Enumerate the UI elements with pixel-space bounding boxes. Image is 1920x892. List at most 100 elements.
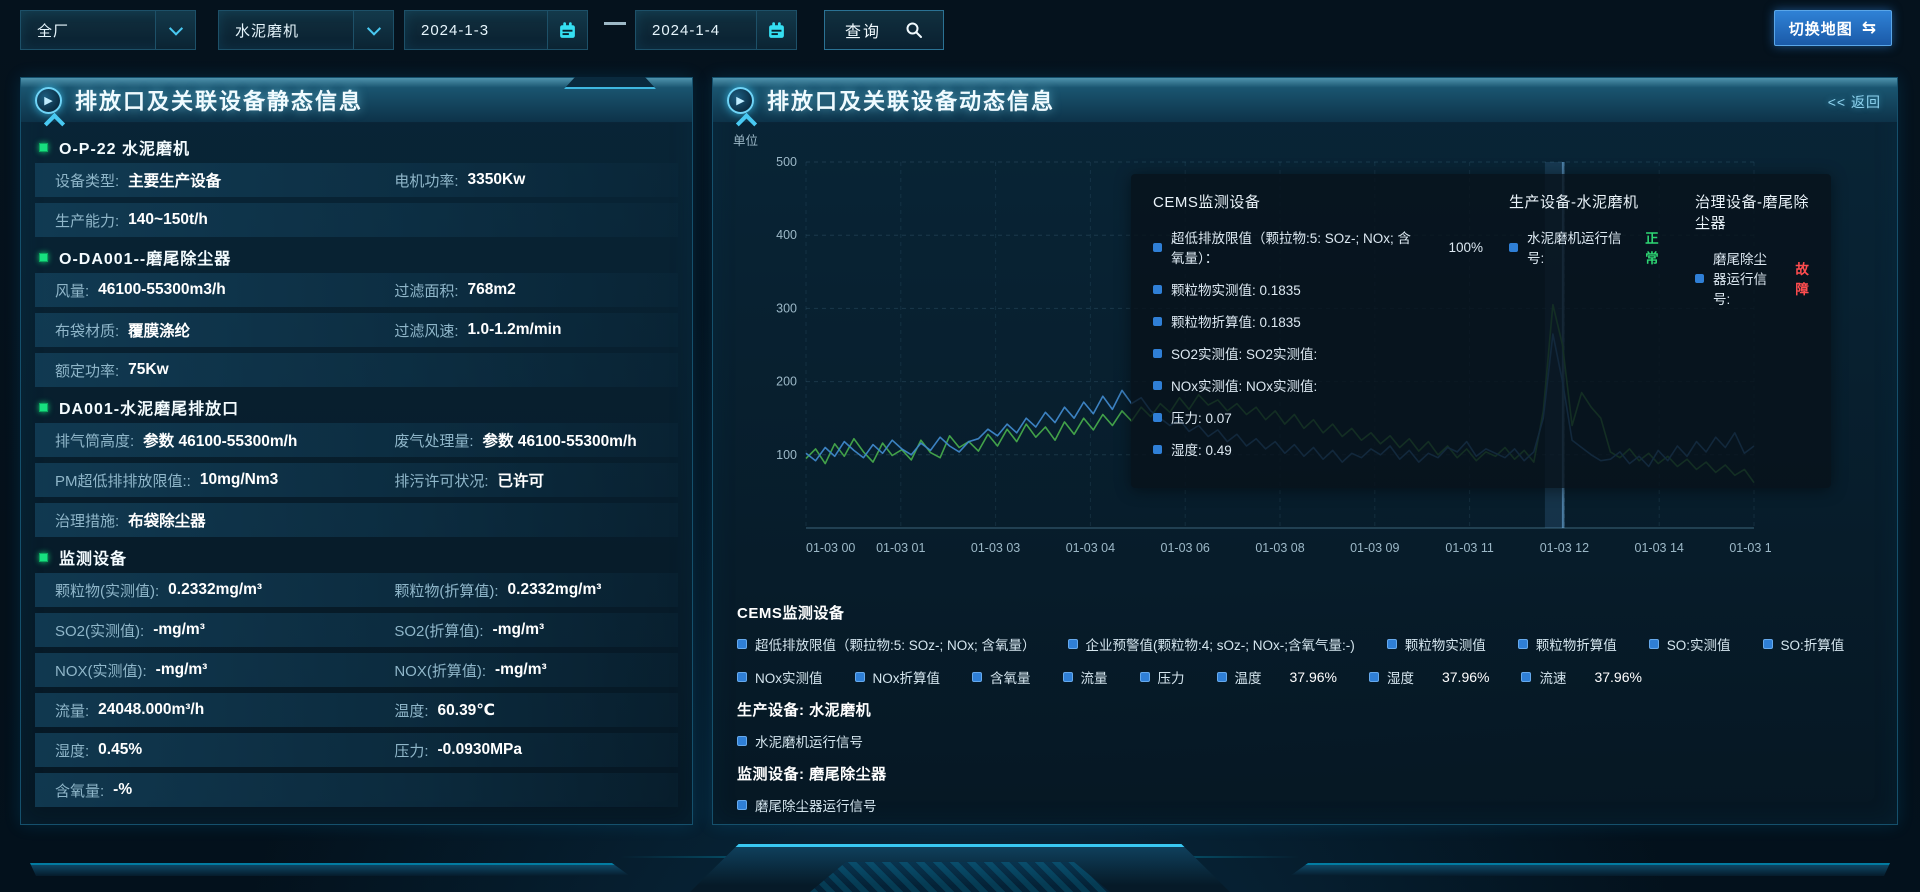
field-value: 3350Kw bbox=[467, 171, 526, 188]
plant-select-value: 全厂 bbox=[37, 22, 70, 40]
legend-item[interactable]: 压力 bbox=[1139, 667, 1185, 687]
date-to-value: 2024-1-4 bbox=[652, 21, 721, 39]
x-tick-label: 01-03 08 bbox=[1255, 541, 1304, 555]
blue-square-icon bbox=[1153, 412, 1162, 422]
blue-square-icon bbox=[1368, 672, 1379, 682]
legend-item-label: 颗粒物折算值 bbox=[1535, 638, 1617, 653]
tooltip-item-text: 磨尾除尘器运行信号: bbox=[1713, 252, 1767, 307]
plant-select[interactable]: 全厂 bbox=[20, 10, 196, 50]
legend-item[interactable]: 颗粒物折算值 bbox=[1517, 634, 1617, 654]
tooltip-item: 压力: 0.07 bbox=[1153, 407, 1483, 427]
legend-item-value: 37.96% bbox=[1594, 669, 1642, 685]
legend-item[interactable]: 颗粒物实测值 bbox=[1386, 634, 1486, 654]
blue-square-icon bbox=[1216, 672, 1227, 682]
deco-line-right bbox=[920, 856, 1300, 858]
tooltip-item: 超低排放限值（颗拉物:5: SOz-; NOx; 含氧量）： 100% bbox=[1153, 227, 1483, 267]
legend-section-title: 监测设备: 磨尾除尘器 bbox=[737, 766, 887, 783]
legend-items: 超低排放限值（颗拉物:5: SOz-; NOx; 含氧量） 企业预警值(颗粒物:4… bbox=[737, 634, 1887, 687]
legend-item[interactable]: NOx折算值 bbox=[854, 667, 940, 687]
blue-square-icon bbox=[737, 736, 747, 746]
field-value: -mg/m³ bbox=[492, 621, 545, 638]
date-to-input[interactable]: 2024-1-4 bbox=[635, 10, 797, 50]
info-cell: 含氧量: -% bbox=[55, 780, 394, 801]
legend-item-label: 温度 bbox=[1234, 671, 1262, 686]
field-value: 布袋除尘器 bbox=[128, 513, 206, 530]
blue-square-icon bbox=[1509, 242, 1518, 252]
info-cell: 流量: 24048.000m³/h bbox=[55, 700, 394, 721]
bottom-decoration bbox=[0, 828, 1920, 892]
info-cell: 排污许可状况: 已许可 bbox=[394, 469, 544, 491]
field-label: 废气处理量: bbox=[394, 432, 474, 450]
legend-item[interactable]: 温度 37.96% bbox=[1216, 667, 1337, 687]
field-value: 0.45% bbox=[98, 741, 143, 758]
device-select-arrow[interactable] bbox=[353, 11, 393, 49]
device-group-header: O-DA001--磨尾除尘器 bbox=[35, 243, 678, 271]
info-row: 额定功率: 75Kw bbox=[35, 353, 678, 387]
info-row: 治理措施: 布袋除尘器 bbox=[35, 503, 678, 537]
x-tick-label: 01-03 04 bbox=[1066, 541, 1115, 555]
x-tick-label: 01-03 14 bbox=[1635, 541, 1684, 555]
field-label: 颗粒物(折算值): bbox=[394, 582, 499, 600]
field-value: 1.0-1.2m/min bbox=[467, 321, 562, 338]
blue-square-icon bbox=[737, 639, 747, 649]
plant-select-arrow[interactable] bbox=[155, 11, 195, 49]
legend-item-label: 含氧量 bbox=[990, 671, 1031, 686]
device-select[interactable]: 水泥磨机 bbox=[218, 10, 394, 50]
field-label: SO2(折算值): bbox=[394, 622, 484, 640]
blue-square-icon bbox=[854, 672, 865, 682]
field-label: SO2(实测值): bbox=[55, 622, 145, 640]
legend-item[interactable]: 流速 37.96% bbox=[1521, 667, 1642, 687]
search-icon bbox=[906, 22, 922, 38]
legend-item[interactable]: 企业预警值(颗粒物:4; sOz-; NOx-;含氧气量:-) bbox=[1067, 634, 1355, 654]
legend-item[interactable]: 含氧量 bbox=[972, 667, 1031, 687]
query-button[interactable]: 查询 bbox=[824, 10, 944, 50]
tooltip-item-text: NOx实测值: NOx实测值: bbox=[1171, 379, 1318, 394]
switch-arrows-icon: ⇆ bbox=[1861, 18, 1877, 37]
back-link[interactable]: << 返回 bbox=[1827, 94, 1881, 110]
green-square-icon bbox=[39, 402, 48, 412]
blue-square-icon bbox=[1153, 444, 1162, 454]
legend-item-value: 37.96% bbox=[1441, 669, 1490, 685]
query-button-label: 查询 bbox=[845, 24, 882, 41]
tooltip-item-value: 100% bbox=[1448, 239, 1483, 255]
legend-item[interactable]: SO:折算值 bbox=[1762, 634, 1844, 654]
legend-item[interactable]: 湿度 37.96% bbox=[1368, 667, 1490, 687]
x-tick-label: 01-03 00 bbox=[806, 541, 855, 555]
info-row: 设备类型: 主要生产设备 电机功率: 3350Kw bbox=[35, 163, 678, 197]
date-from-calendar[interactable] bbox=[547, 11, 587, 49]
legend-item[interactable]: 水泥磨机运行信号 bbox=[737, 731, 863, 751]
date-to-calendar[interactable] bbox=[756, 11, 796, 49]
legend-item[interactable]: 流量 bbox=[1062, 667, 1108, 687]
field-value: 768m2 bbox=[467, 281, 516, 298]
field-label: PM超低排排放限值:: bbox=[55, 472, 191, 490]
device-select-value: 水泥磨机 bbox=[235, 22, 300, 40]
switch-map-button[interactable]: 切换地图 ⇆ bbox=[1773, 10, 1892, 46]
blue-square-icon bbox=[1521, 672, 1532, 682]
info-cell: 电机功率: 3350Kw bbox=[394, 170, 525, 191]
dynamic-info-panel: ▶ 排放口及关联设备动态信息 << 返回 单位 100 200 300 400 500 0… bbox=[712, 77, 1898, 825]
info-cell: 治理措施: 布袋除尘器 bbox=[55, 509, 394, 531]
info-cell: 颗粒物(折算值): 0.2332mg/m³ bbox=[394, 580, 601, 601]
field-label: NOX(折算值): bbox=[394, 662, 487, 680]
green-square-icon bbox=[39, 252, 48, 262]
tooltip-item-text: 湿度: 0.49 bbox=[1171, 443, 1232, 458]
y-tick-label: 500 bbox=[776, 155, 797, 169]
legend-item[interactable]: NOx实测值 bbox=[737, 667, 823, 687]
field-label: 过滤风速: bbox=[394, 322, 459, 340]
date-range-separator bbox=[604, 22, 626, 25]
legend-item[interactable]: 超低排放限值（颗拉物:5: SOz-; NOx; 含氧量） bbox=[737, 634, 1036, 654]
info-row: NOX(实测值): -mg/m³ NOX(折算值): -mg/m³ bbox=[35, 653, 678, 687]
x-tick-label: 01-03 09 bbox=[1350, 541, 1399, 555]
deco-band-left bbox=[30, 863, 630, 876]
header-tab-decoration bbox=[564, 77, 656, 89]
legend-item[interactable]: SO:实测值 bbox=[1648, 634, 1731, 654]
date-from-input[interactable]: 2024-1-3 bbox=[404, 10, 588, 50]
legend-area: CEMS监测设备 超低排放限值（颗拉物:5: SOz-; NOx; 含氧量） 企业预… bbox=[737, 590, 1887, 815]
chevron-down-icon bbox=[366, 21, 381, 36]
legend-items: 水泥磨机运行信号 bbox=[737, 731, 1887, 751]
tooltip-item: 水泥磨机运行信号: 正常 bbox=[1509, 227, 1669, 267]
field-label: 含氧量: bbox=[55, 782, 105, 800]
legend-item[interactable]: 磨尾除尘器运行信号 bbox=[737, 795, 877, 815]
field-value: 0.2332mg/m³ bbox=[168, 581, 263, 598]
calendar-icon bbox=[560, 21, 575, 38]
